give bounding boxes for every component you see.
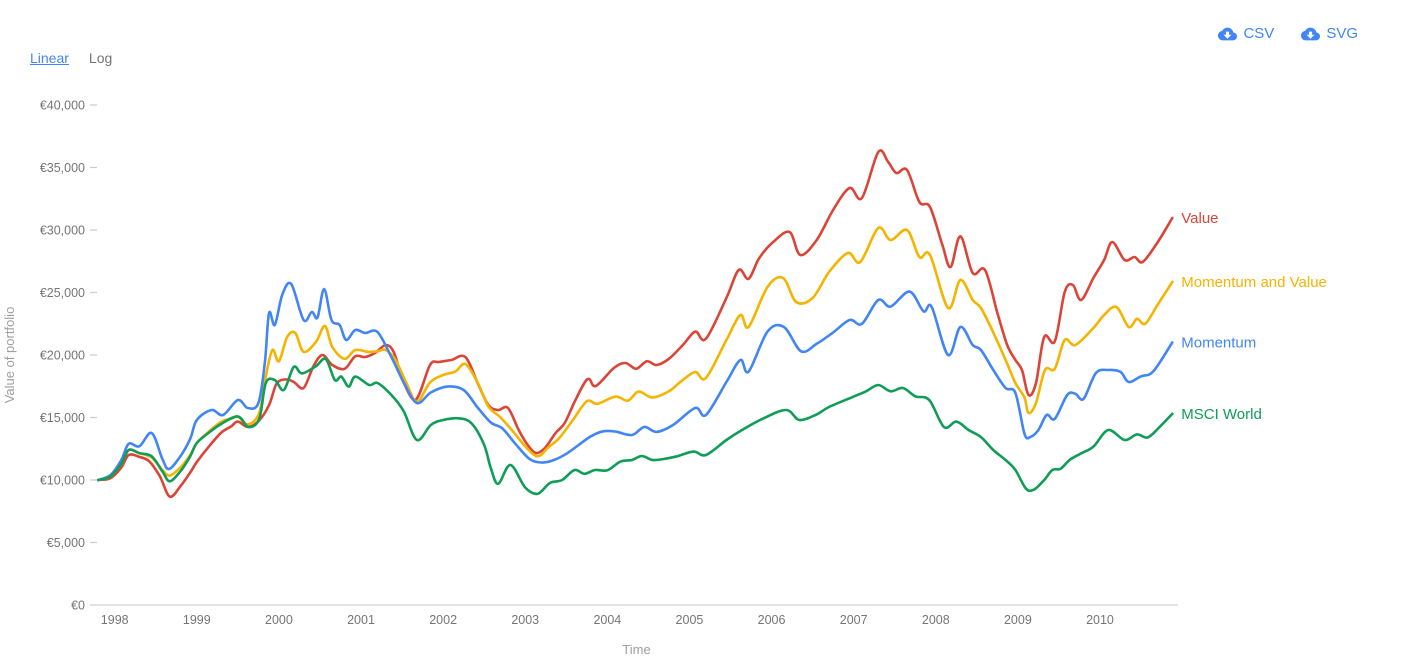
x-tick-label: 2004 [593,613,621,627]
series-line-momentum-and-value[interactable] [97,226,1174,482]
x-tick-label: 2008 [922,613,950,627]
y-axis-title: Value of portfolio [2,307,17,404]
y-tick-label: €5,000 [47,536,85,550]
series-line-value[interactable] [97,149,1174,499]
y-tick-label: €15,000 [40,411,85,425]
cloud-download-icon [1301,26,1321,42]
x-axis-title: Time [622,642,650,657]
x-tick-label: 2006 [758,613,786,627]
y-tick-label: €40,000 [40,99,85,113]
x-tick-label: 2003 [511,613,539,627]
y-tick-label: €35,000 [40,161,85,175]
x-tick-label: 1998 [101,613,129,627]
x-tick-label: 2010 [1086,613,1114,627]
y-tick-label: €0 [71,599,85,613]
x-tick-label: 2007 [840,613,868,627]
download-csv-button[interactable]: CSV [1218,25,1274,42]
series-label-momentum: Momentum [1181,335,1256,352]
x-tick-label: 2000 [265,613,293,627]
series-line-msci-world[interactable] [97,357,1174,496]
series-line-momentum[interactable] [97,281,1174,482]
x-tick-label: 2009 [1004,613,1032,627]
series-label-value: Value [1181,210,1218,227]
scale-toggle: Linear Log [30,50,112,66]
y-tick-label: €10,000 [40,474,85,488]
scale-option-linear[interactable]: Linear [30,50,69,66]
y-tick-label: €25,000 [40,286,85,300]
x-tick-label: 2001 [347,613,375,627]
y-tick-label: €20,000 [40,349,85,363]
download-svg-label: SVG [1326,25,1358,42]
series-label-msci-world: MSCI World [1181,406,1262,423]
scale-option-log[interactable]: Log [88,50,113,66]
series-label-momentum-and-value: Momentum and Value [1181,274,1327,291]
x-tick-label: 2005 [676,613,704,627]
x-tick-label: 2002 [429,613,457,627]
y-tick-label: €30,000 [40,224,85,238]
cloud-download-icon [1218,26,1238,42]
download-csv-label: CSV [1243,25,1275,42]
x-tick-label: 1999 [183,613,211,627]
download-svg-button[interactable]: SVG [1301,25,1358,42]
export-buttons: CSV SVG [1218,25,1358,42]
